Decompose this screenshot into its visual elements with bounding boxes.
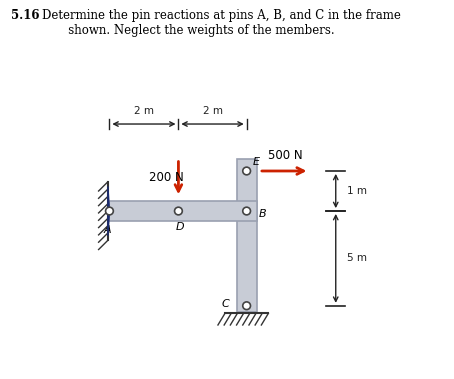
Bar <box>109 201 257 221</box>
Circle shape <box>243 207 251 215</box>
Text: B: B <box>259 209 266 219</box>
Text: 5.16: 5.16 <box>11 9 40 22</box>
Text: 2 m: 2 m <box>134 106 154 116</box>
Text: 1 m: 1 m <box>346 186 366 196</box>
Polygon shape <box>108 186 109 236</box>
Text: 200 N: 200 N <box>149 171 184 185</box>
Text: Determine the pin reactions at pins A, B, and C in the frame
       shown. Negle: Determine the pin reactions at pins A, B… <box>42 9 401 38</box>
Text: C: C <box>222 299 230 309</box>
Circle shape <box>243 302 251 310</box>
Bar <box>237 160 257 312</box>
Text: A: A <box>104 225 112 235</box>
Circle shape <box>243 167 251 175</box>
Text: 500 N: 500 N <box>268 149 303 162</box>
Text: E: E <box>253 157 260 167</box>
Text: D: D <box>176 221 184 232</box>
Text: 2 m: 2 m <box>202 106 222 116</box>
Circle shape <box>174 207 183 215</box>
Circle shape <box>106 207 114 215</box>
Text: 5 m: 5 m <box>346 254 366 263</box>
